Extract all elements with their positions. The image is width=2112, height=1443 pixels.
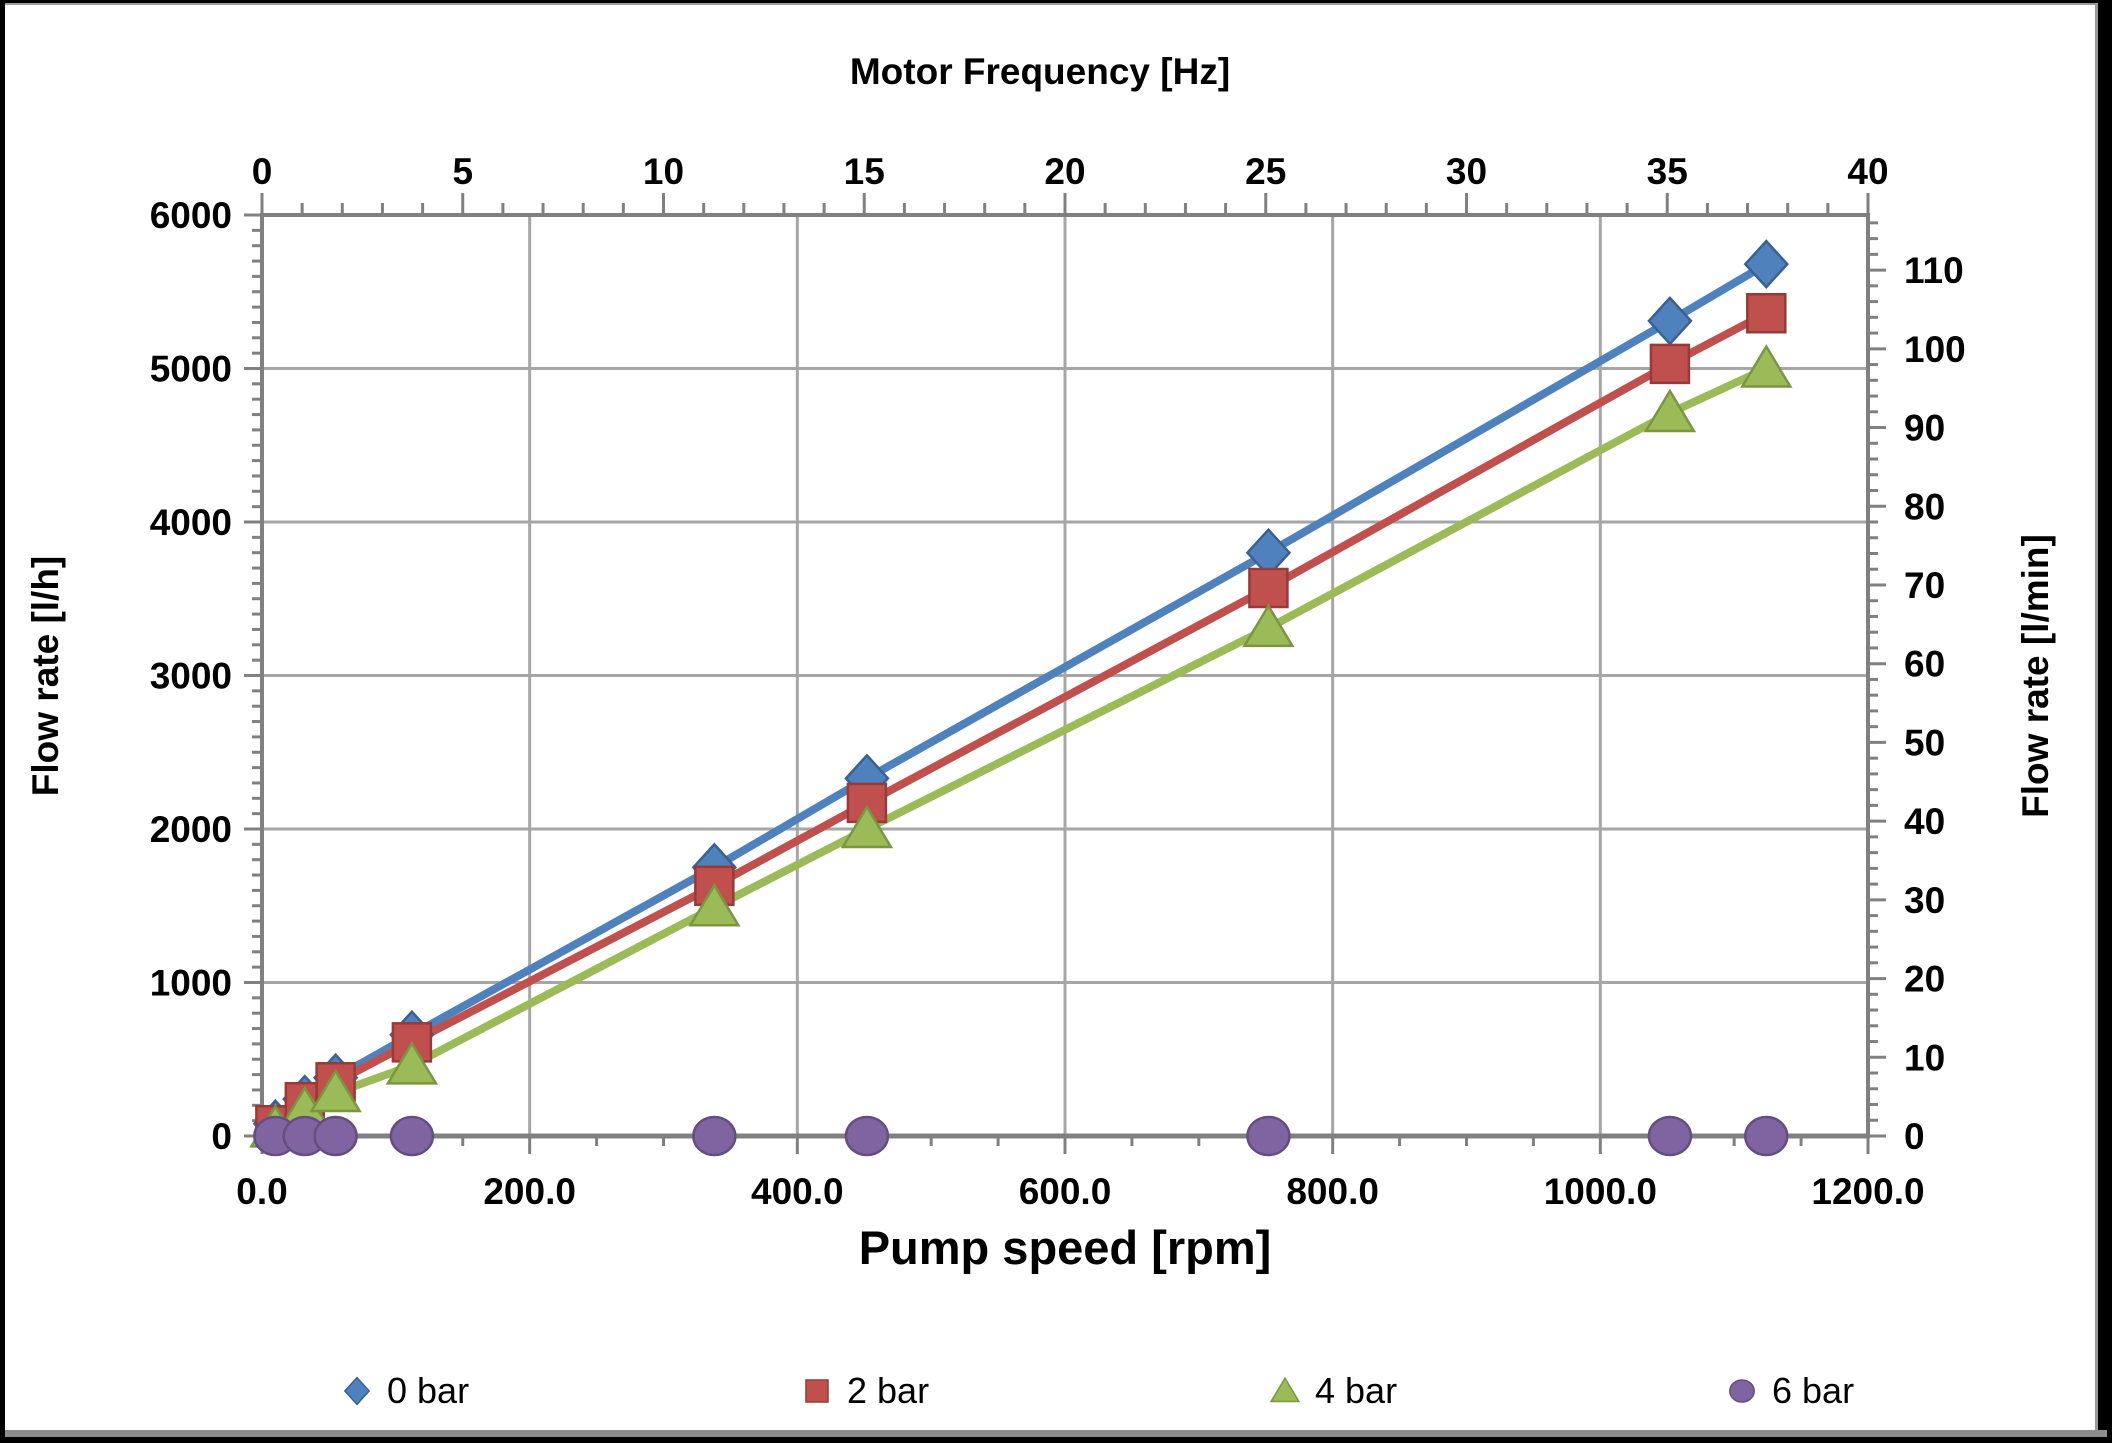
svg-text:Pump speed [rpm]: Pump speed [rpm]: [859, 1221, 1272, 1274]
svg-text:6000: 6000: [150, 195, 232, 236]
svg-text:200.0: 200.0: [483, 1171, 576, 1212]
svg-text:Motor Frequency [Hz]: Motor Frequency [Hz]: [850, 51, 1230, 92]
svg-text:3000: 3000: [150, 656, 232, 697]
svg-text:40: 40: [1904, 801, 1945, 842]
svg-text:0.0: 0.0: [236, 1171, 287, 1212]
legend-label-2-bar: 2 bar: [847, 1370, 930, 1411]
svg-text:5: 5: [452, 151, 473, 192]
svg-text:Flow rate [l/min]: Flow rate [l/min]: [2015, 534, 2056, 818]
chart-canvas: 0 5 10 15 20 25 30 35 40 0 1000 2000 3000 4000 5000 600…: [5, 3, 2098, 1430]
svg-text:0: 0: [252, 151, 273, 192]
svg-text:Flow rate [l/h]: Flow rate [l/h]: [25, 556, 66, 797]
svg-text:1200.0: 1200.0: [1811, 1171, 1924, 1212]
svg-text:0: 0: [1904, 1116, 1925, 1157]
svg-text:10: 10: [1904, 1037, 1945, 1078]
legend-marker-2-bar-square-icon: [795, 1367, 839, 1415]
svg-text:110: 110: [1904, 250, 1964, 291]
svg-text:35: 35: [1647, 151, 1688, 192]
svg-text:1000.0: 1000.0: [1544, 1171, 1657, 1212]
svg-text:600.0: 600.0: [1019, 1171, 1112, 1212]
svg-text:70: 70: [1904, 565, 1945, 606]
legend-item-2-bar: 2 bar: [795, 1363, 929, 1419]
legend-label-0-bar: 0 bar: [387, 1370, 470, 1411]
svg-text:10: 10: [643, 151, 684, 192]
svg-text:40: 40: [1847, 151, 1888, 192]
svg-text:90: 90: [1904, 408, 1945, 449]
svg-text:100: 100: [1904, 329, 1966, 370]
legend-item-0-bar: 0 bar: [335, 1363, 469, 1419]
svg-text:30: 30: [1904, 880, 1945, 921]
svg-text:400.0: 400.0: [751, 1171, 844, 1212]
svg-text:2000: 2000: [150, 809, 232, 850]
svg-text:15: 15: [844, 151, 885, 192]
legend-label-6-bar: 6 bar: [1772, 1370, 1855, 1411]
svg-text:5000: 5000: [150, 349, 232, 390]
legend-marker-6-bar-circle-icon: [1720, 1367, 1764, 1415]
svg-text:0: 0: [211, 1116, 232, 1157]
legend-label-4-bar: 4 bar: [1315, 1370, 1398, 1411]
svg-text:50: 50: [1904, 722, 1945, 763]
svg-text:20: 20: [1044, 151, 1085, 192]
svg-text:4000: 4000: [150, 502, 232, 543]
svg-text:800.0: 800.0: [1286, 1171, 1379, 1212]
legend-marker-0-bar-diamond-icon: [335, 1367, 379, 1415]
svg-text:1000: 1000: [150, 963, 232, 1004]
svg-text:20: 20: [1904, 959, 1945, 1000]
svg-text:60: 60: [1904, 644, 1945, 685]
legend-marker-4-bar-triangle-icon: [1263, 1367, 1307, 1415]
legend-item-4-bar: 4 bar: [1263, 1363, 1397, 1419]
legend-item-6-bar: 6 bar: [1720, 1363, 1854, 1419]
svg-text:25: 25: [1245, 151, 1286, 192]
svg-text:80: 80: [1904, 486, 1945, 527]
chart-plot: 0 5 10 15 20 25 30 35 40010002000300040005000600…: [25, 51, 2056, 1274]
window-edge-strip: [5, 1430, 2107, 1437]
svg-text:30: 30: [1446, 151, 1487, 192]
